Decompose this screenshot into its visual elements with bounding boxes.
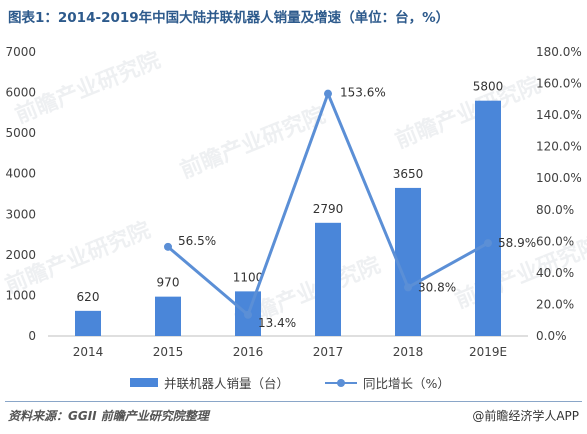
growth-value-label: 58.9%: [498, 236, 536, 250]
left-tick-label: 3000: [5, 207, 36, 221]
left-tick-label: 5000: [5, 126, 36, 140]
bars: [75, 100, 501, 336]
growth-value-label: 153.6%: [340, 86, 386, 100]
x-axis: 2014 2015 2016 2017 2018 2019E: [73, 345, 507, 359]
footer-divider: [5, 401, 582, 402]
right-tick-label: 20.0%: [536, 297, 574, 311]
growth-point: [404, 283, 412, 292]
right-tick-label: 180.0%: [536, 45, 582, 59]
right-tick-label: 160.0%: [536, 77, 582, 91]
legend: 并联机器人销量（台） 同比增长（%）: [0, 373, 587, 393]
left-tick-label: 1000: [5, 288, 36, 302]
bar: [155, 296, 181, 336]
legend-bar-swatch-icon: [130, 378, 158, 387]
x-tick-label: 2019E: [469, 345, 507, 359]
chart-title: 图表1：2014-2019年中国大陆并联机器人销量及增速（单位：台，%）: [8, 10, 450, 26]
left-tick-label: 2000: [5, 248, 36, 262]
bar-value-label: 620: [77, 290, 100, 304]
growth-point: [164, 242, 172, 251]
growth-point: [484, 239, 492, 248]
brand-label: @前瞻经济学人APP: [472, 409, 579, 423]
x-tick-label: 2015: [153, 345, 184, 359]
x-tick-label: 2018: [393, 345, 424, 359]
legend-line-swatch-icon: [325, 377, 357, 389]
growth-point: [324, 89, 332, 98]
source-note: 资料来源：GGII 前瞻产业研究院整理: [8, 409, 209, 423]
legend-item-sales: 并联机器人销量（台）: [130, 373, 289, 392]
left-tick-label: 6000: [5, 86, 36, 100]
x-tick-label: 2016: [233, 345, 264, 359]
bar-value-label: 2790: [313, 202, 344, 216]
growth-value-label: 30.8%: [418, 280, 456, 294]
legend-item-growth: 同比增长（%）: [325, 373, 450, 392]
left-tick-label: 4000: [5, 167, 36, 181]
legend-label: 同比增长（%）: [363, 376, 450, 391]
bar: [395, 187, 421, 336]
growth-value-label: 13.4%: [258, 316, 296, 330]
growth-value-label: 56.5%: [178, 234, 216, 248]
bar: [75, 310, 101, 336]
right-tick-label: 60.0%: [536, 234, 574, 248]
x-tick-label: 2017: [313, 345, 344, 359]
bar: [475, 100, 501, 336]
bar-value-label: 5800: [473, 80, 504, 94]
left-tick-label: 7000: [5, 45, 36, 59]
right-tick-label: 140.0%: [536, 108, 582, 122]
x-tick-label: 2014: [73, 345, 104, 359]
left-axis: 0 1000 2000 3000 4000 5000 6000 7000: [5, 45, 36, 343]
left-tick-label: 0: [28, 329, 36, 343]
right-tick-label: 40.0%: [536, 266, 574, 280]
right-tick-label: 0.0%: [536, 329, 567, 343]
bar: [315, 222, 341, 336]
growth-line: 56.5% 13.4% 153.6% 30.8% 58.9%: [164, 86, 536, 330]
bar-value-label: 3650: [393, 167, 424, 181]
bar-value-label: 1100: [233, 270, 264, 284]
bar-labels: 620 970 1100 2790 3650 5800: [77, 80, 504, 304]
right-tick-label: 80.0%: [536, 203, 574, 217]
right-tick-label: 100.0%: [536, 171, 582, 185]
right-tick-label: 120.0%: [536, 140, 582, 154]
growth-point: [244, 310, 252, 319]
right-axis: 0.0% 20.0% 40.0% 60.0% 80.0% 100.0% 120.0% 140.…: [536, 45, 582, 343]
bar-value-label: 970: [157, 276, 180, 290]
legend-label: 并联机器人销量（台）: [164, 376, 290, 391]
